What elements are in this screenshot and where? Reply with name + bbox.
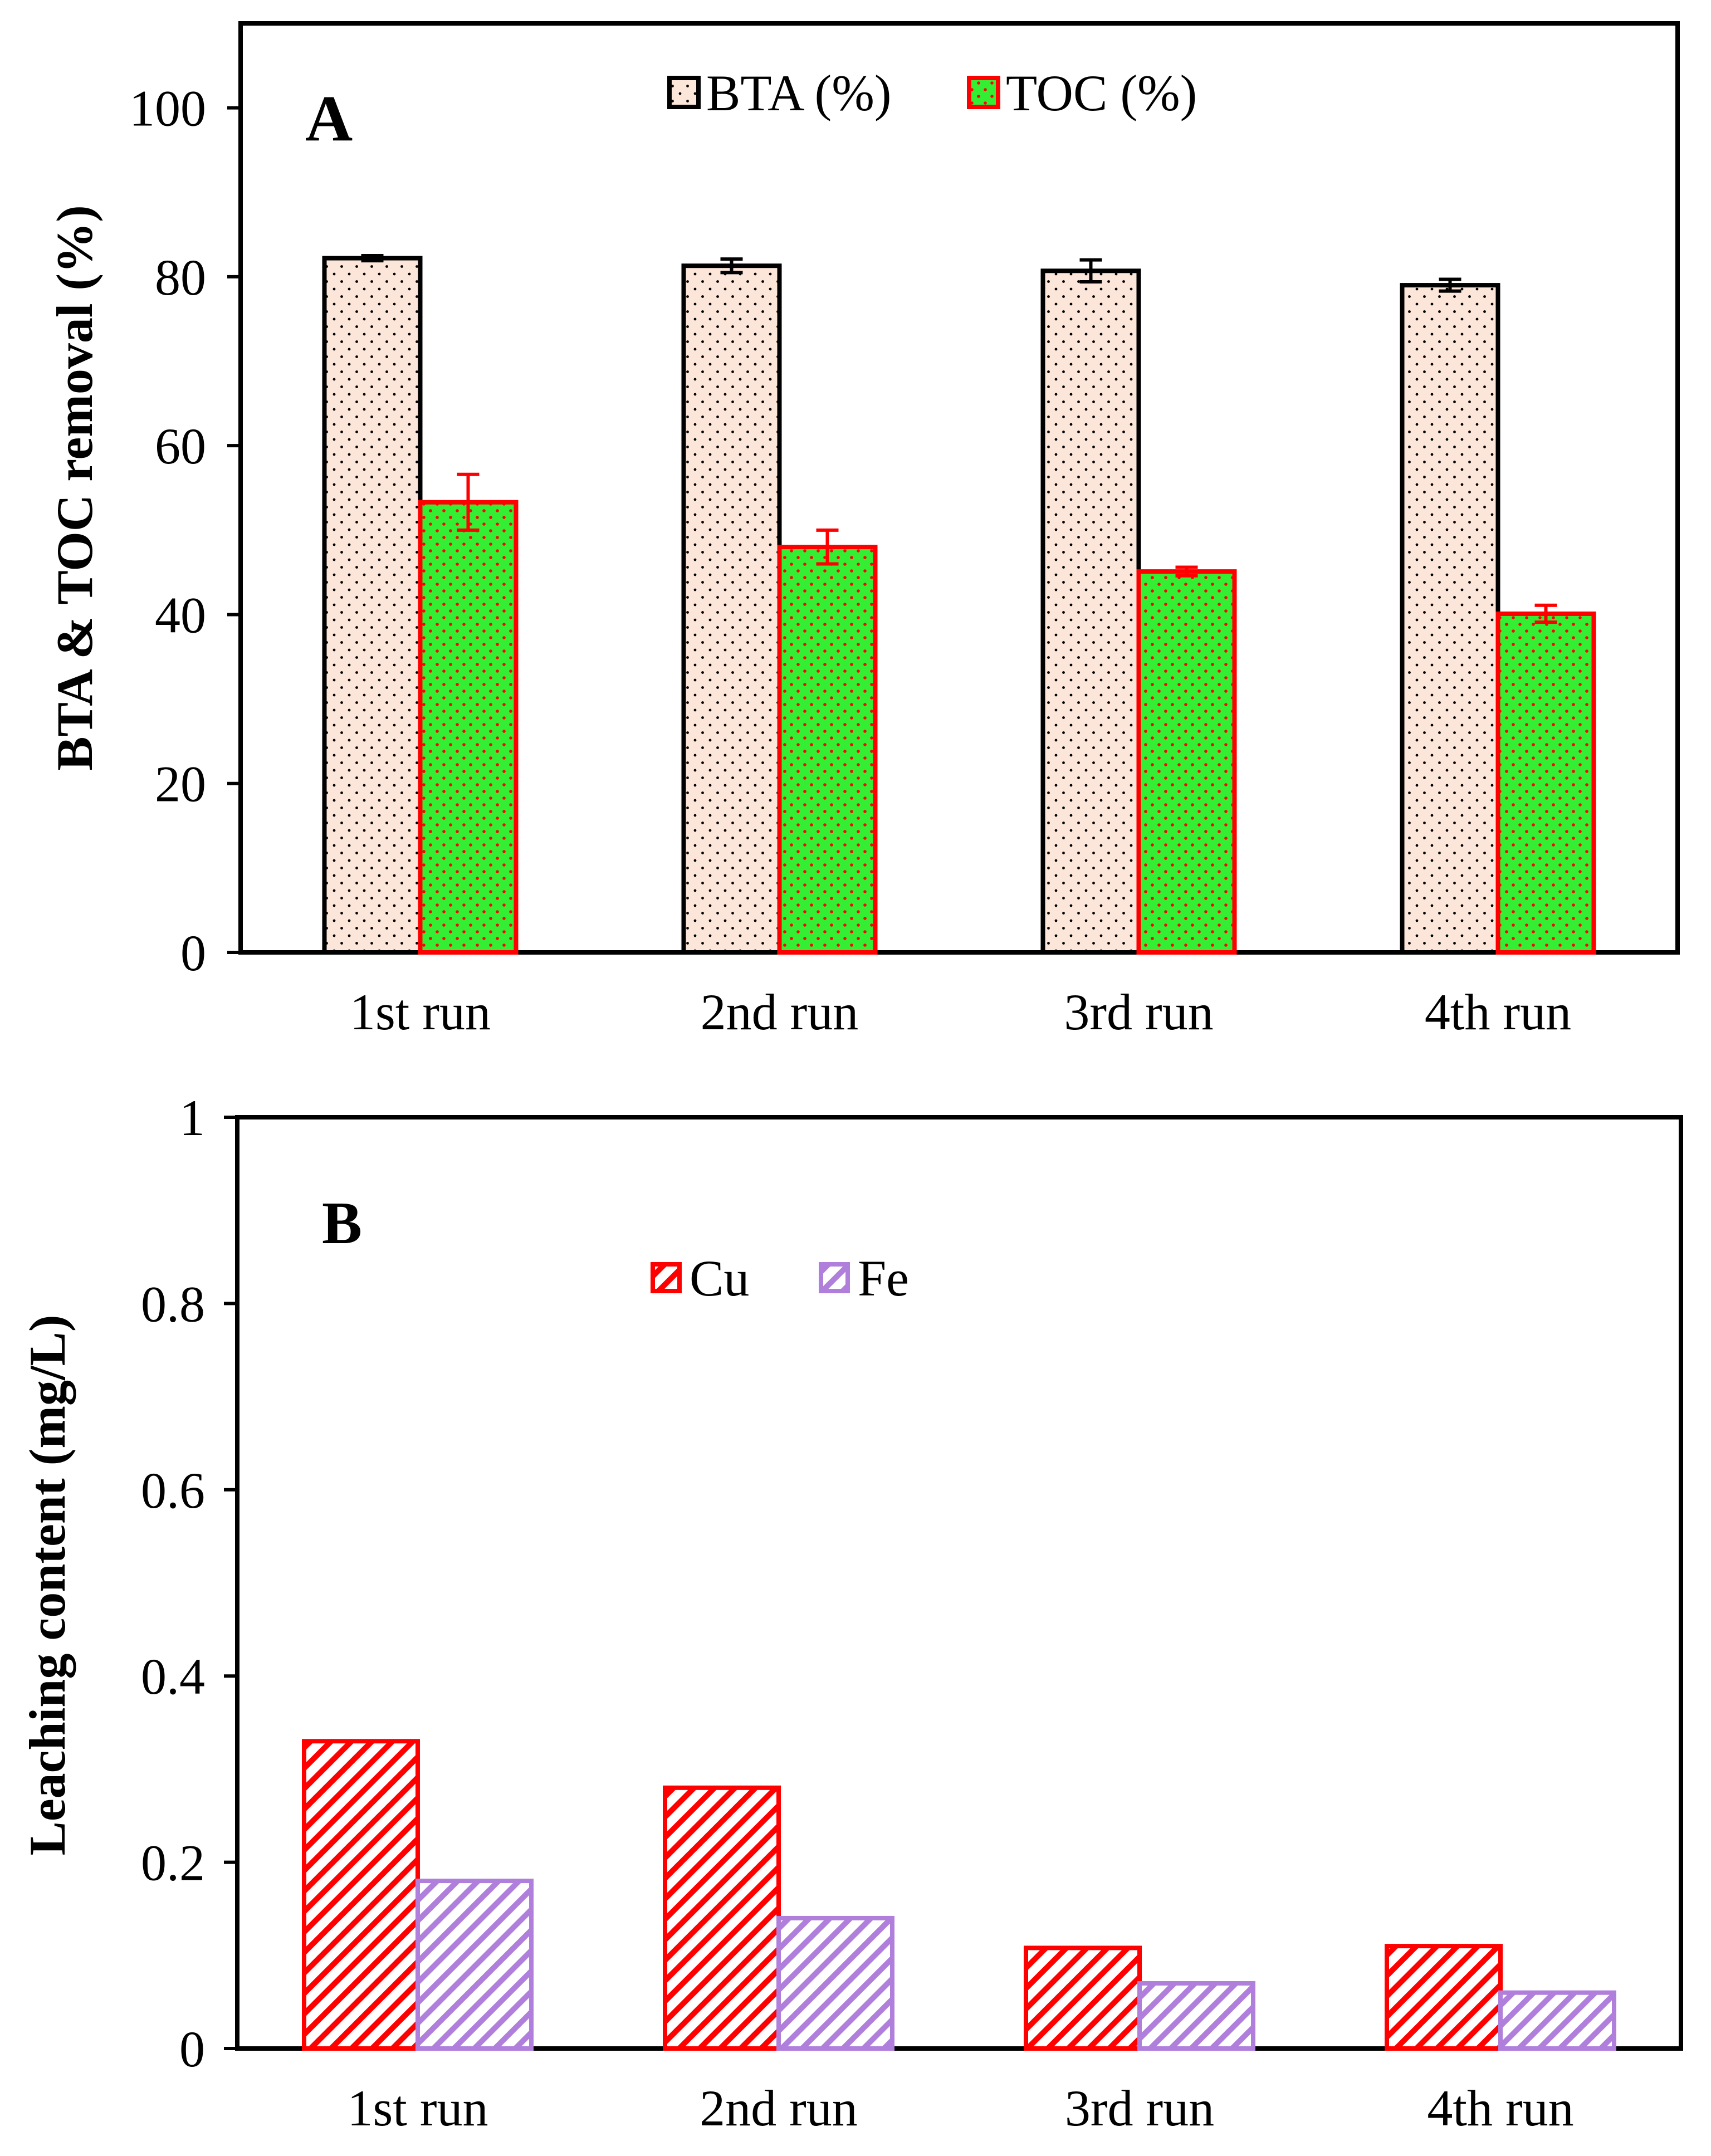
bar-bta-4th-run	[1400, 283, 1500, 955]
panel-b-chart: 0 0.2 0.4 0.6 0.8 1 1st run 2nd run 3rd run 4th …	[19, 1089, 1683, 2137]
bar-bta-2nd-run	[681, 263, 782, 955]
panel-a-plot-frame	[238, 21, 1680, 955]
legend-swatch-fe	[819, 1262, 850, 1293]
y-tick-label: 0	[179, 2021, 205, 2077]
bar-fe-4th-run	[1498, 1990, 1616, 2051]
y-tick-label: 1	[179, 1089, 205, 1146]
panel-b-x-labels: 1st run 2nd run 3rd run 4th run	[348, 2080, 1574, 2137]
x-tick-label-4th-run: 4th run	[1425, 984, 1571, 1040]
panel-b-legend: Cu Fe	[651, 1250, 909, 1307]
panel-b-bars	[302, 1739, 1616, 2051]
bar-fe-3rd-run	[1137, 1981, 1255, 2051]
x-tick-label-3rd-run: 3rd run	[1064, 984, 1213, 1040]
y-tick-label: 0.4	[141, 1648, 205, 1705]
panel-a-y-ticks: 0 20 40 60 80 100	[129, 80, 241, 981]
bar-fe-2nd-run	[776, 1915, 894, 2051]
legend-label-cu: Cu	[690, 1250, 749, 1307]
error-bar-bta-4th-run	[1439, 277, 1461, 293]
bar-toc-2nd-run	[777, 545, 878, 955]
error-bar-toc-2nd-run	[816, 528, 839, 566]
bar-cu-4th-run	[1385, 1944, 1503, 2051]
bar-toc-4th-run	[1495, 611, 1596, 955]
panel-b-plot-frame	[235, 1115, 1683, 2051]
x-tick-label-2nd-run: 2nd run	[700, 2080, 858, 2137]
y-tick-label: 40	[155, 586, 206, 643]
error-bar-bta-2nd-run	[720, 257, 743, 275]
y-tick-label: 100	[129, 80, 206, 137]
y-tick-label: 0	[180, 925, 206, 981]
panel-b-y-axis-title: Leaching content (mg/L)	[19, 1314, 76, 1855]
panel-a-bars	[322, 256, 1596, 955]
bar-bta-1st-run	[322, 256, 423, 955]
error-bar-toc-4th-run	[1534, 603, 1557, 624]
y-tick-label: 80	[155, 249, 206, 306]
bar-bta-3rd-run	[1040, 268, 1141, 955]
panel-a-y-axis-title: BTA & TOC removal (%)	[46, 205, 103, 770]
bar-toc-1st-run	[418, 500, 519, 955]
x-tick-label-1st-run: 1st run	[350, 984, 491, 1040]
legend-swatch-toc	[967, 76, 1000, 109]
error-bar-bta-1st-run	[361, 254, 384, 263]
x-tick-label-3rd-run: 3rd run	[1065, 2080, 1214, 2137]
legend-label-bta: BTA (%)	[706, 65, 891, 121]
x-tick-label-4th-run: 4th run	[1427, 2080, 1573, 2137]
bar-toc-3rd-run	[1136, 569, 1237, 955]
legend-swatch-cu	[651, 1262, 682, 1293]
bar-cu-1st-run	[302, 1739, 420, 2051]
panel-a-legend: BTA (%) TOC (%)	[667, 65, 1197, 121]
legend-swatch-bta	[667, 76, 701, 109]
y-tick-label: 0.6	[141, 1462, 205, 1519]
panel-a-error-bars	[361, 254, 1557, 624]
error-bar-toc-3rd-run	[1175, 565, 1198, 578]
legend-label-toc: TOC (%)	[1006, 65, 1197, 121]
panel-a-x-labels: 1st run 2nd run 3rd run 4th run	[350, 984, 1571, 1040]
y-tick-label: 0.8	[141, 1275, 205, 1332]
legend-label-fe: Fe	[858, 1250, 909, 1307]
x-tick-label-1st-run: 1st run	[348, 2080, 488, 2137]
x-tick-label-2nd-run: 2nd run	[701, 984, 859, 1040]
bar-cu-3rd-run	[1024, 1945, 1142, 2051]
y-tick-label: 60	[155, 418, 206, 475]
error-bar-bta-3rd-run	[1079, 258, 1102, 284]
error-bar-toc-1st-run	[457, 472, 480, 532]
y-tick-label: 0.2	[141, 1835, 205, 1891]
panel-a-letter: A	[305, 82, 353, 155]
panel-b-letter: B	[322, 1190, 362, 1257]
panel-b-y-ticks: 0 0.2 0.4 0.6 0.8 1	[141, 1089, 237, 2077]
panel-a-chart: 0 20 40 60 80 100 1st run 2nd run 3rd run 4th ru…	[46, 21, 1680, 1040]
bar-cu-2nd-run	[663, 1785, 781, 2051]
bar-fe-1st-run	[415, 1879, 534, 2051]
y-tick-label: 20	[155, 756, 206, 813]
